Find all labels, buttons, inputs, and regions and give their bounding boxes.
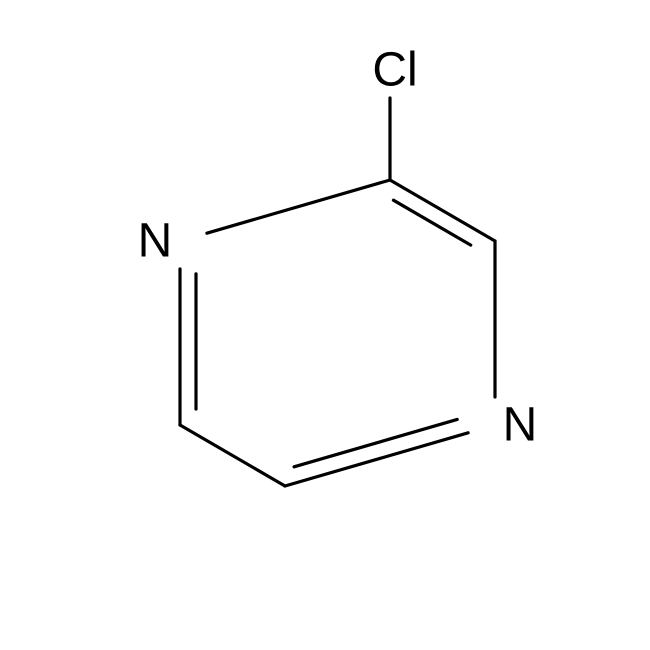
bond-line	[180, 425, 285, 486]
bond-line	[285, 433, 468, 486]
atom-label-cl: Cl	[372, 44, 417, 97]
atom-label-n1: N	[138, 215, 173, 268]
bond-line	[207, 180, 390, 233]
molecule-diagram: N N Cl	[0, 0, 650, 650]
atom-label-n4: N	[503, 399, 538, 452]
bond-line	[390, 180, 495, 241]
bond-line	[393, 200, 470, 245]
